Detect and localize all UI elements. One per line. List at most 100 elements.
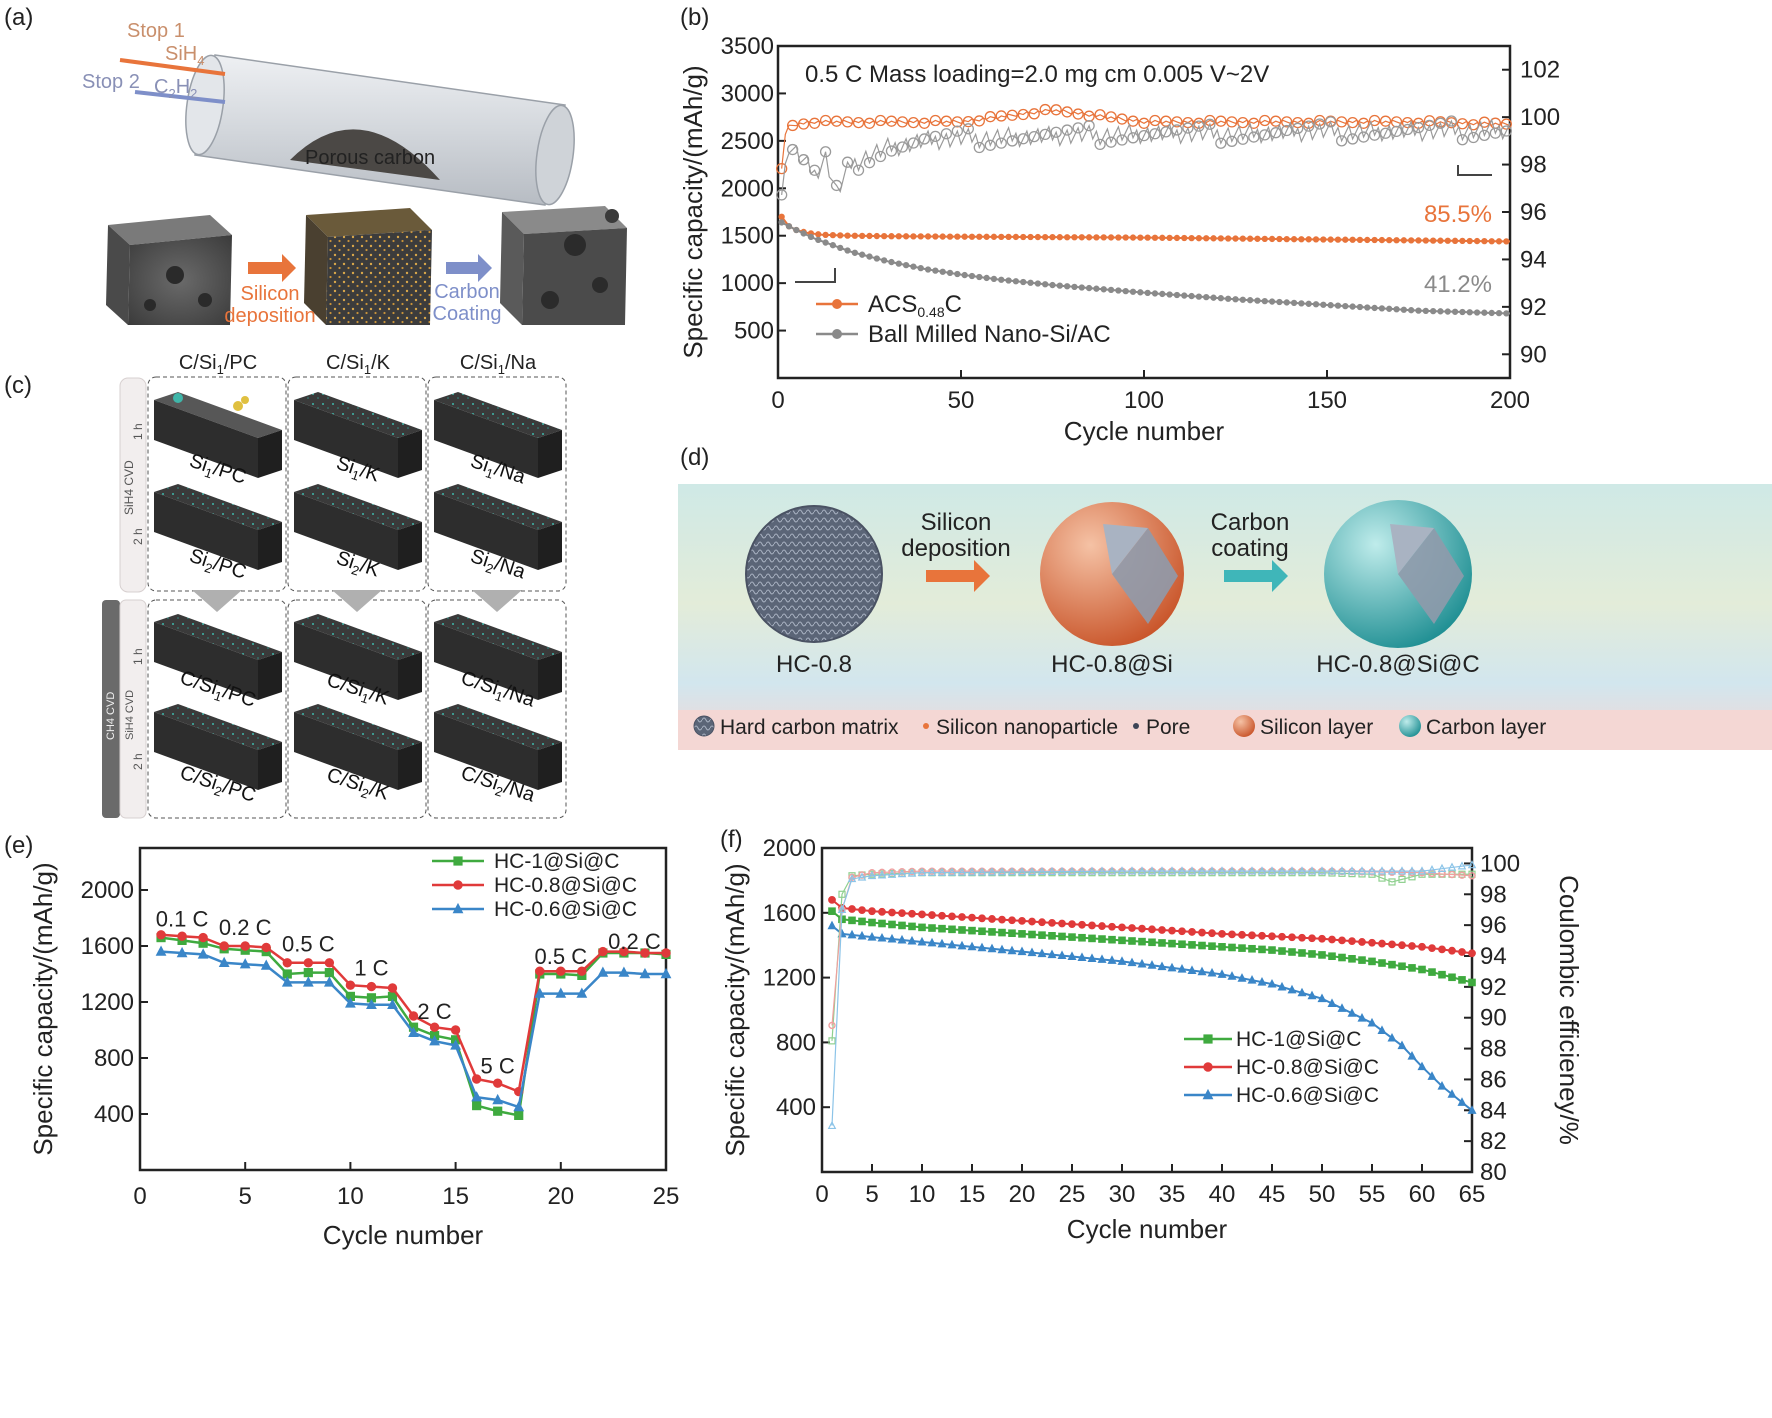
b-point <box>951 116 963 128</box>
b-point <box>1478 129 1491 142</box>
f-point <box>927 867 937 876</box>
e-point <box>429 1035 440 1046</box>
f-point <box>1457 1097 1467 1106</box>
b-point <box>1422 307 1429 315</box>
b-point <box>1215 137 1227 149</box>
b-y2-tick-label: 98 <box>1520 152 1547 179</box>
sih4-inlet-line <box>119 58 226 76</box>
e-x-tick-label: 5 <box>239 1183 252 1210</box>
f-point <box>1387 1032 1397 1042</box>
b-point <box>1105 111 1117 123</box>
b-point <box>1334 302 1342 309</box>
f-legend-label: HC-0.8@Si@C <box>1236 1056 1379 1079</box>
b-point <box>1393 237 1400 244</box>
b-point <box>1495 238 1503 245</box>
e-point <box>471 1074 482 1084</box>
f-point <box>878 907 886 916</box>
e-point <box>156 930 166 940</box>
f-series-line <box>831 872 1472 1041</box>
f-point <box>997 867 1007 876</box>
f-point <box>1117 866 1127 875</box>
f-point <box>1168 926 1176 935</box>
f-point <box>847 929 857 939</box>
c-bar-bottom-2 <box>154 704 282 790</box>
b-point <box>954 270 961 278</box>
f-point <box>1218 929 1226 938</box>
e-point <box>597 966 609 977</box>
b-point <box>1210 235 1217 242</box>
b-point <box>946 269 954 277</box>
e-point <box>493 1106 503 1116</box>
f-point <box>1327 998 1337 1007</box>
b-y-tick-label: 500 <box>734 318 774 345</box>
b-x-axis-label: Cycle number <box>1064 416 1225 446</box>
b-point <box>1100 286 1107 293</box>
b-point <box>1346 116 1359 129</box>
b-point <box>1071 234 1078 241</box>
b-point <box>929 114 942 127</box>
b-y-axis-label: Specific capacity/(mAh/g) <box>680 65 708 358</box>
b-point <box>851 249 859 256</box>
f-y2-tick-label: 82 <box>1480 1128 1507 1155</box>
c-bar-bottom-1 <box>154 614 282 700</box>
b-point <box>1378 305 1386 312</box>
b-point <box>1017 133 1029 145</box>
b-point <box>1151 290 1159 297</box>
b-point <box>1408 237 1415 244</box>
f-point <box>828 1021 836 1030</box>
e-point <box>324 958 335 968</box>
f-point <box>1347 1008 1357 1017</box>
b-x-tick-label: 150 <box>1307 387 1347 414</box>
f-point <box>1258 945 1266 954</box>
ch4-cvd-label: CH4 CVD <box>105 692 117 740</box>
d-step2-line1: Carbon <box>1211 509 1290 536</box>
b-point <box>1451 308 1459 315</box>
f-point <box>1088 921 1096 930</box>
b-point <box>1115 234 1122 241</box>
b-point <box>1028 108 1040 120</box>
f-x-tick-label: 15 <box>959 1181 986 1208</box>
b-point <box>1226 135 1238 147</box>
f-point <box>968 926 976 935</box>
e-point <box>177 931 187 941</box>
legend-carbon-layer-icon <box>1399 715 1421 737</box>
f-point <box>1237 866 1247 875</box>
f-point <box>1187 866 1197 875</box>
b-point <box>866 253 873 260</box>
b-point <box>1122 234 1129 241</box>
b-point <box>1159 290 1166 298</box>
b-point <box>1481 237 1488 245</box>
b-point <box>1320 236 1327 243</box>
carbon-coating-label-1: Carbon <box>434 281 500 303</box>
e-point <box>218 956 230 967</box>
f-point <box>1368 938 1376 947</box>
f-point <box>857 930 867 940</box>
panel-label-f: (f) <box>720 826 743 853</box>
b-y2-tick-label: 96 <box>1520 199 1547 226</box>
f-point <box>1337 1003 1347 1012</box>
f-point <box>1228 930 1236 939</box>
b-point <box>1094 109 1106 121</box>
f-y-axis-label: Specific capacity/(mAh/g) <box>720 863 750 1156</box>
f-point <box>1078 920 1086 929</box>
f-point <box>1098 935 1106 943</box>
b-point <box>1159 234 1166 241</box>
f-point <box>1097 866 1107 875</box>
b-y-tick-label: 3500 <box>721 33 774 60</box>
b-point <box>1445 115 1458 127</box>
b-point <box>1105 136 1117 148</box>
b-point <box>844 247 851 254</box>
legend-hard-carbon: Hard carbon matrix <box>720 716 899 739</box>
time-2h-top: 2 h <box>131 528 145 545</box>
e-point <box>366 998 377 1009</box>
b-point <box>1325 116 1337 128</box>
time-1h-top: 1 h <box>131 423 145 440</box>
f-point <box>1318 934 1326 943</box>
f-point <box>1047 866 1057 875</box>
f-point <box>1307 990 1317 1000</box>
b-point <box>1305 236 1312 243</box>
e-point <box>471 1091 483 1102</box>
b-point <box>1006 109 1018 121</box>
f-point <box>1338 953 1346 962</box>
f-point <box>1417 866 1427 875</box>
